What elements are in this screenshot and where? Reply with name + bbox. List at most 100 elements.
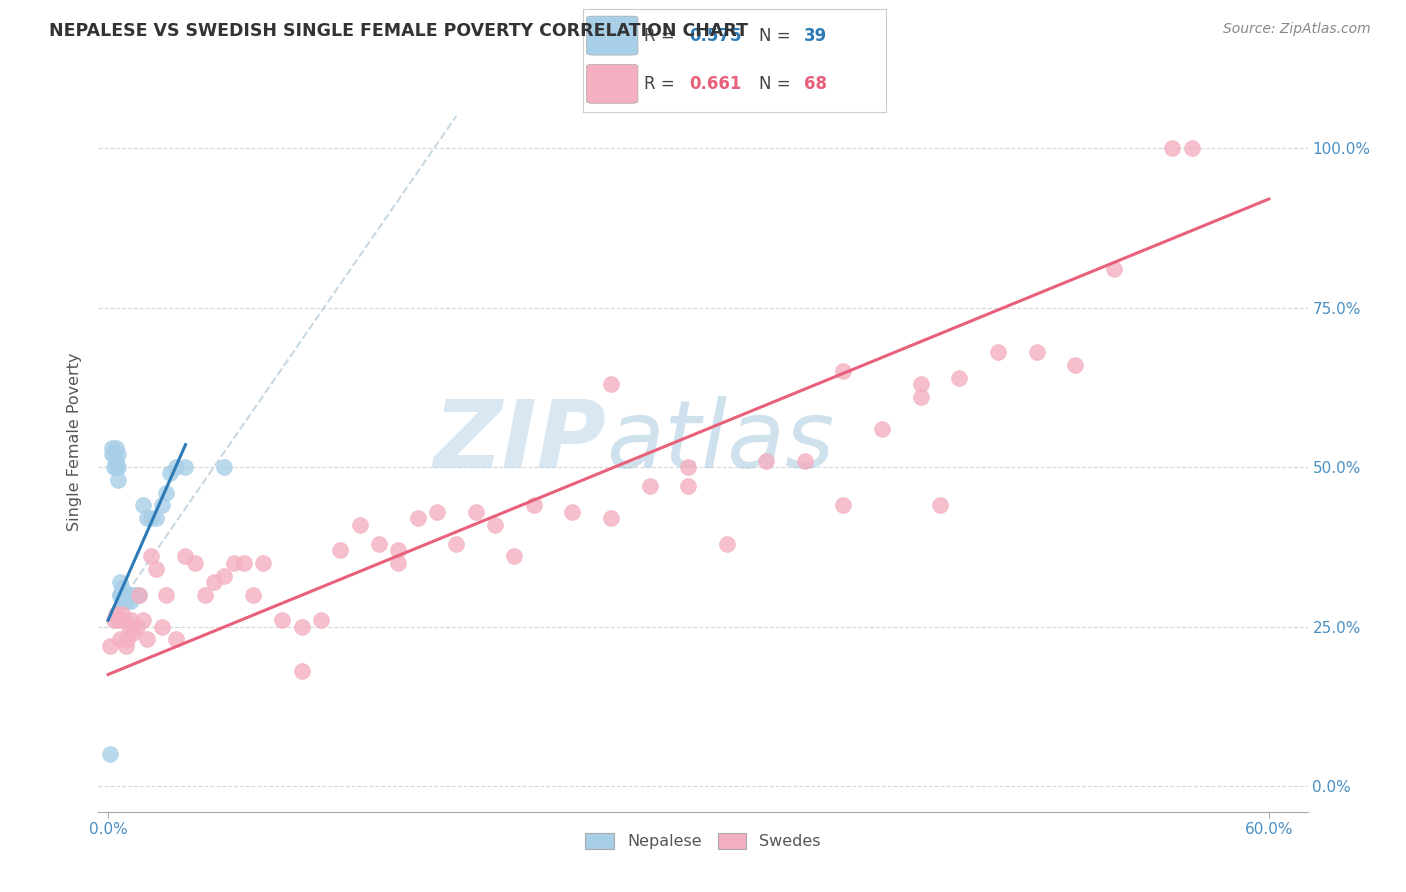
Point [174, 549, 197, 564]
Point [155, 588, 177, 602]
Point [503, 549, 526, 564]
Point [600, 377, 623, 392]
Point [111, 582, 134, 596]
Point [232, 556, 254, 570]
FancyBboxPatch shape [586, 16, 638, 55]
Point [118, 588, 141, 602]
Point [127, 588, 149, 602]
Point [165, 460, 187, 475]
Point [212, 460, 235, 475]
Point [1025, 345, 1047, 359]
Point [1102, 262, 1125, 277]
Point [464, 505, 486, 519]
Point [104, 607, 127, 621]
Point [222, 556, 245, 570]
Point [103, 447, 125, 461]
Point [114, 639, 136, 653]
Text: N =: N = [759, 27, 796, 45]
Point [132, 499, 155, 513]
Text: R =: R = [644, 27, 681, 45]
Text: Source: ZipAtlas.com: Source: ZipAtlas.com [1223, 22, 1371, 37]
Point [127, 620, 149, 634]
Point [755, 453, 778, 467]
Point [120, 594, 142, 608]
Point [128, 588, 150, 602]
Text: ZIP: ZIP [433, 395, 606, 488]
Point [387, 543, 409, 558]
Point [114, 594, 136, 608]
Point [870, 422, 893, 436]
Point [271, 613, 294, 627]
Text: 68: 68 [804, 75, 827, 93]
Point [1064, 358, 1087, 372]
Point [139, 511, 162, 525]
Point [107, 613, 129, 627]
Point [716, 536, 738, 550]
Point [112, 588, 135, 602]
Point [174, 460, 197, 475]
Point [135, 511, 157, 525]
Point [108, 588, 131, 602]
Point [329, 543, 352, 558]
Point [204, 574, 226, 589]
Point [117, 632, 139, 647]
Point [561, 505, 583, 519]
Point [122, 626, 145, 640]
Point [120, 613, 142, 627]
Point [104, 453, 127, 467]
Point [117, 594, 139, 608]
Point [108, 574, 131, 589]
Point [165, 632, 187, 647]
Point [101, 441, 124, 455]
Point [101, 447, 124, 461]
Text: NEPALESE VS SWEDISH SINGLE FEMALE POVERTY CORRELATION CHART: NEPALESE VS SWEDISH SINGLE FEMALE POVERT… [49, 22, 748, 40]
Point [290, 665, 312, 679]
Point [128, 588, 150, 602]
Point [1161, 141, 1184, 155]
Point [387, 556, 409, 570]
Point [139, 549, 162, 564]
Point [793, 453, 815, 467]
Text: R =: R = [644, 75, 681, 93]
Point [98, 639, 121, 653]
Point [145, 511, 167, 525]
Point [349, 517, 371, 532]
Point [910, 390, 932, 404]
Legend: Nepalese, Swedes: Nepalese, Swedes [579, 826, 827, 855]
Point [117, 588, 139, 602]
Point [910, 377, 932, 392]
Point [122, 588, 145, 602]
Point [150, 499, 173, 513]
Point [212, 568, 235, 582]
Point [832, 499, 855, 513]
Point [145, 562, 167, 576]
Text: 0.575: 0.575 [689, 27, 742, 45]
Point [98, 747, 121, 762]
Point [1180, 141, 1202, 155]
Point [446, 536, 468, 550]
Point [600, 511, 623, 525]
Point [832, 364, 855, 378]
Point [103, 460, 125, 475]
Text: atlas: atlas [606, 396, 835, 487]
Point [426, 505, 449, 519]
Point [132, 613, 155, 627]
Point [150, 620, 173, 634]
Point [406, 511, 429, 525]
Point [368, 536, 391, 550]
Point [104, 441, 127, 455]
Point [112, 613, 135, 627]
Point [112, 588, 135, 602]
Point [987, 345, 1010, 359]
Point [242, 588, 264, 602]
Point [184, 556, 207, 570]
Text: 0.661: 0.661 [689, 75, 742, 93]
Y-axis label: Single Female Poverty: Single Female Poverty [67, 352, 83, 531]
Point [135, 632, 157, 647]
Point [929, 499, 952, 513]
Point [111, 588, 134, 602]
Point [111, 594, 134, 608]
Point [194, 588, 217, 602]
Point [484, 517, 506, 532]
Point [159, 467, 181, 481]
